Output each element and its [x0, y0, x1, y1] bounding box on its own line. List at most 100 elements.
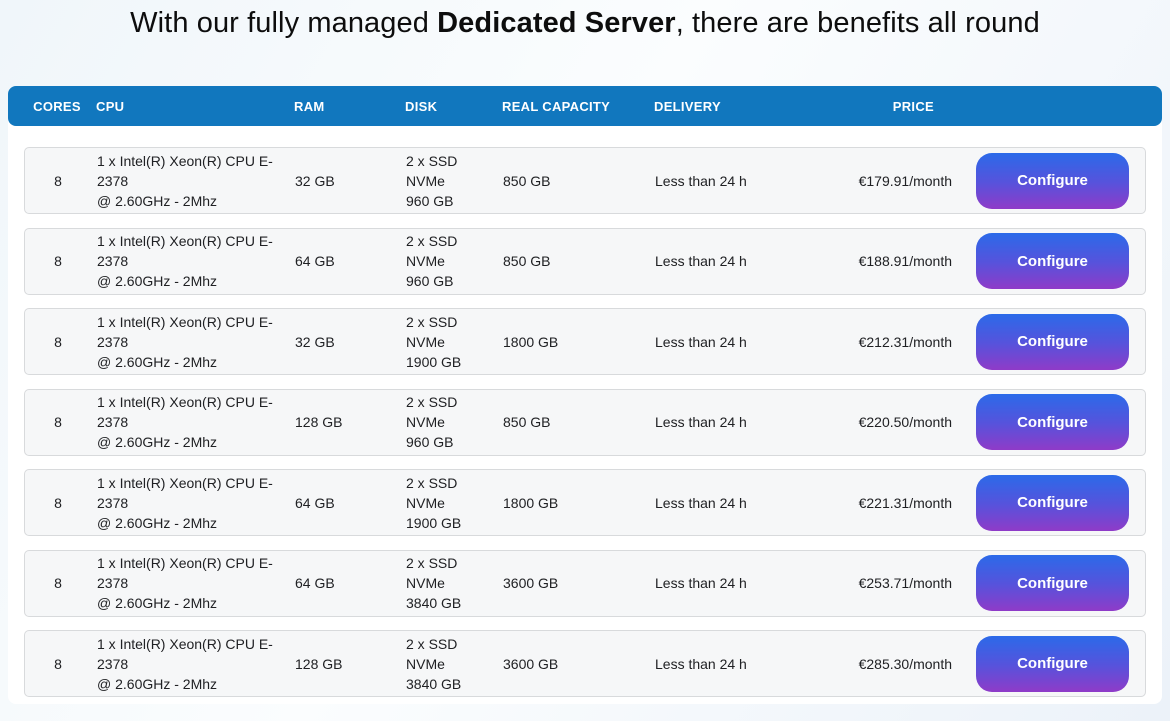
configure-button[interactable]: Configure — [976, 394, 1129, 450]
row-delivery: Less than 24 h — [655, 494, 747, 511]
configure-button[interactable]: Configure — [976, 555, 1129, 611]
row-disk: 2 x SSD NVMe 960 GB — [400, 231, 497, 291]
row-disk-line2: 3840 GB — [406, 675, 462, 692]
row-cpu: 1 x Intel(R) Xeon(R) CPU E-2378 @ 2.60GH… — [91, 553, 289, 613]
row-cpu: 1 x Intel(R) Xeon(R) CPU E-2378 @ 2.60GH… — [91, 473, 289, 533]
row-disk: 2 x SSD NVMe 3840 GB — [400, 553, 497, 613]
row-disk-line1: 2 x SSD NVMe — [406, 474, 458, 511]
row-cores: 8 — [54, 655, 62, 672]
row-real-capacity: 1800 GB — [503, 333, 559, 350]
row-ram: 64 GB — [295, 253, 335, 269]
row-cpu-line1: 1 x Intel(R) Xeon(R) CPU E-2378 — [97, 152, 273, 189]
row-cpu-line2: @ 2.60GHz - 2Mhz — [97, 273, 218, 289]
header-delivery: DELIVERY — [654, 98, 721, 114]
table-row: 8 1 x Intel(R) Xeon(R) CPU E-2378 @ 2.60… — [24, 388, 1146, 456]
configure-button[interactable]: Configure — [976, 313, 1129, 370]
row-cores: 8 — [54, 172, 62, 189]
row-cpu: 1 x Intel(R) Xeon(R) CPU E-2378 @ 2.60GH… — [91, 634, 289, 694]
row-delivery: Less than 24 h — [655, 333, 747, 350]
row-price: €188.91/month — [858, 253, 952, 269]
row-cpu: 1 x Intel(R) Xeon(R) CPU E-2378 @ 2.60GH… — [91, 312, 289, 372]
row-disk: 2 x SSD NVMe 3840 GB — [400, 634, 497, 694]
row-cpu-line2: @ 2.60GHz - 2Mhz — [97, 514, 218, 531]
row-disk: 2 x SSD NVMe 960 GB — [400, 151, 497, 211]
row-disk-line2: 1900 GB — [406, 353, 462, 370]
row-cpu: 1 x Intel(R) Xeon(R) CPU E-2378 @ 2.60GH… — [91, 231, 289, 291]
table-row: 8 1 x Intel(R) Xeon(R) CPU E-2378 @ 2.60… — [24, 227, 1146, 295]
row-cpu-line2: @ 2.60GHz - 2Mhz — [97, 595, 218, 611]
row-cpu-line2: @ 2.60GHz - 2Mhz — [97, 353, 218, 370]
row-action: Configure — [959, 233, 1145, 289]
row-disk: 2 x SSD NVMe 1900 GB — [400, 473, 497, 533]
row-cores: 8 — [54, 253, 62, 269]
title-highlight: Dedicated Server — [437, 7, 676, 39]
row-disk-line2: 3840 GB — [406, 595, 462, 611]
row-action: Configure — [959, 313, 1145, 370]
row-cpu-line2: @ 2.60GHz - 2Mhz — [97, 192, 218, 209]
row-action: Configure — [959, 152, 1145, 209]
header-cores: CORES — [33, 98, 81, 114]
row-cpu-line1: 1 x Intel(R) Xeon(R) CPU E-2378 — [97, 555, 273, 591]
page-title: With our fully managed Dedicated Server,… — [0, 0, 1170, 40]
row-cpu-line1: 1 x Intel(R) Xeon(R) CPU E-2378 — [97, 233, 273, 269]
row-price: €212.31/month — [858, 333, 952, 350]
row-disk-line2: 1900 GB — [406, 514, 462, 531]
row-disk-line2: 960 GB — [406, 192, 454, 209]
table-row: 8 1 x Intel(R) Xeon(R) CPU E-2378 @ 2.60… — [24, 549, 1146, 617]
header-real-capacity: REAL CAPACITY — [502, 98, 611, 114]
table-row: 8 1 x Intel(R) Xeon(R) CPU E-2378 @ 2.60… — [24, 308, 1146, 375]
row-price: €220.50/month — [858, 414, 952, 430]
header-price: PRICE — [892, 98, 934, 114]
row-disk: 2 x SSD NVMe 960 GB — [400, 392, 497, 452]
row-disk-line1: 2 x SSD NVMe — [406, 233, 458, 269]
configure-button[interactable]: Configure — [976, 233, 1129, 289]
row-real-capacity: 850 GB — [503, 414, 551, 430]
header-disk: DISK — [405, 98, 438, 114]
row-cpu-line2: @ 2.60GHz - 2Mhz — [97, 434, 218, 450]
row-cpu-line2: @ 2.60GHz - 2Mhz — [97, 675, 218, 692]
row-price: €285.30/month — [858, 655, 952, 672]
row-ram: 64 GB — [295, 575, 335, 591]
row-delivery: Less than 24 h — [655, 655, 747, 672]
row-cpu: 1 x Intel(R) Xeon(R) CPU E-2378 @ 2.60GH… — [91, 151, 289, 211]
row-real-capacity: 3600 GB — [503, 655, 559, 672]
row-delivery: Less than 24 h — [655, 253, 747, 269]
configure-button[interactable]: Configure — [976, 635, 1129, 692]
row-action: Configure — [959, 555, 1145, 611]
row-disk-line1: 2 x SSD NVMe — [406, 152, 458, 189]
row-cpu-line1: 1 x Intel(R) Xeon(R) CPU E-2378 — [97, 394, 273, 430]
row-disk-line1: 2 x SSD NVMe — [406, 635, 458, 672]
row-action: Configure — [959, 474, 1145, 531]
row-ram: 32 GB — [295, 333, 335, 350]
row-ram: 128 GB — [295, 414, 343, 430]
row-cores: 8 — [54, 333, 62, 350]
row-cpu-line1: 1 x Intel(R) Xeon(R) CPU E-2378 — [97, 474, 273, 511]
row-cpu: 1 x Intel(R) Xeon(R) CPU E-2378 @ 2.60GH… — [91, 392, 289, 452]
row-action: Configure — [959, 394, 1145, 450]
configure-button[interactable]: Configure — [976, 152, 1129, 209]
table-row: 8 1 x Intel(R) Xeon(R) CPU E-2378 @ 2.60… — [24, 630, 1146, 697]
row-cpu-line1: 1 x Intel(R) Xeon(R) CPU E-2378 — [97, 313, 273, 350]
table-row: 8 1 x Intel(R) Xeon(R) CPU E-2378 @ 2.60… — [24, 469, 1146, 536]
row-disk-line2: 960 GB — [406, 273, 454, 289]
row-price: €221.31/month — [858, 494, 952, 511]
row-disk-line1: 2 x SSD NVMe — [406, 313, 458, 350]
row-ram: 128 GB — [295, 655, 343, 672]
row-cores: 8 — [54, 414, 62, 430]
row-disk-line1: 2 x SSD NVMe — [406, 555, 458, 591]
configure-button[interactable]: Configure — [976, 474, 1129, 531]
row-delivery: Less than 24 h — [655, 414, 747, 430]
row-ram: 32 GB — [295, 172, 335, 189]
table-row: 8 1 x Intel(R) Xeon(R) CPU E-2378 @ 2.60… — [24, 147, 1146, 214]
header-cpu: CPU — [96, 98, 125, 114]
title-suffix: , there are benefits all round — [675, 7, 1040, 39]
row-delivery: Less than 24 h — [655, 575, 747, 591]
row-action: Configure — [959, 635, 1145, 692]
row-real-capacity: 3600 GB — [503, 575, 559, 591]
table-body: 8 1 x Intel(R) Xeon(R) CPU E-2378 @ 2.60… — [8, 126, 1162, 706]
row-cores: 8 — [54, 575, 62, 591]
row-price: €179.91/month — [858, 172, 952, 189]
pricing-table-panel: CORES CPU RAM DISK REAL CAPACITY DELIVER… — [8, 86, 1162, 704]
row-real-capacity: 1800 GB — [503, 494, 559, 511]
